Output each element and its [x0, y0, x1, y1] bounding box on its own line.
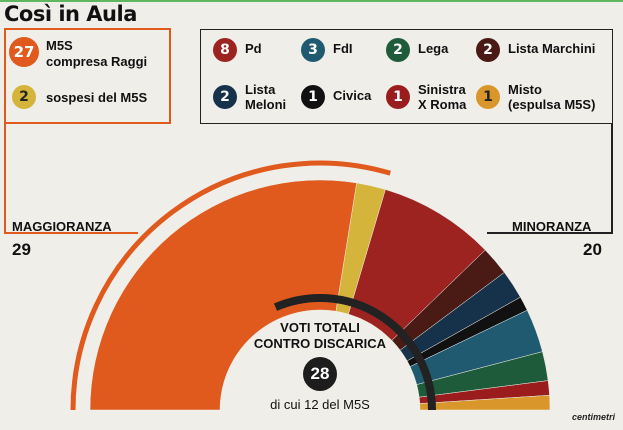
pd-label: Pd: [245, 41, 262, 56]
minority-connector-horizontal: [487, 232, 612, 234]
slice-m5s: [89, 179, 357, 411]
majority-connector-horizontal: [4, 232, 138, 234]
fdi-count-badge: 3: [301, 38, 325, 62]
sospesi-count-badge: 2: [12, 85, 36, 109]
minority-legend: 8 Pd 3 FdI 2 Lega 2 Lista Marchini 2 Lis…: [200, 29, 613, 124]
top-rule: [0, 0, 623, 2]
m5s-label-line2: compresa Raggi: [46, 54, 148, 69]
misto-label-line2: (espulsa M5S): [508, 97, 596, 112]
donut-slices: [89, 179, 551, 411]
sinistra-label-line1: Sinistra: [418, 82, 466, 97]
minority-connector-vertical: [611, 124, 613, 234]
misto-label-line1: Misto: [508, 82, 542, 97]
civica-count-badge: 1: [301, 85, 325, 109]
votes-against-arc: [273, 294, 436, 411]
meloni-count-badge: 2: [213, 85, 237, 109]
center-label-line2: CONTRO DISCARICA: [253, 336, 387, 351]
lega-count-badge: 2: [386, 38, 410, 62]
lega-label: Lega: [418, 41, 449, 56]
sospesi-label: sospesi del M5S: [46, 90, 148, 105]
meloni-label-line2: Meloni: [245, 97, 287, 112]
majority-label: MAGGIORANZA: [12, 219, 112, 234]
sinistra-count-badge: 1: [386, 85, 410, 109]
slice-misto: [419, 394, 551, 411]
fdi-label: FdI: [333, 41, 353, 56]
majority-connector-vertical: [4, 124, 6, 232]
center-label-line1: VOTI TOTALI: [280, 320, 360, 335]
majority-outer-arc: [70, 160, 391, 411]
votes-against-note: di cui 12 del M5S: [270, 397, 370, 412]
misto-count-badge: 1: [476, 85, 500, 109]
credit-label: centimetri: [571, 412, 615, 422]
majority-total: 29: [12, 240, 31, 259]
meloni-label-line1: Lista: [245, 82, 276, 97]
majority-legend: 27 M5S compresa Raggi 2 sospesi del M5S: [4, 28, 171, 124]
marchini-label: Lista Marchini: [508, 41, 596, 56]
marchini-count-badge: 2: [476, 38, 500, 62]
civica-label: Civica: [333, 88, 372, 103]
sinistra-label-line2: X Roma: [418, 97, 467, 112]
votes-against-badge: 28: [303, 357, 337, 391]
minority-total: 20: [583, 240, 602, 259]
page-title: Così in Aula: [4, 2, 137, 26]
minority-label: MINORANZA: [512, 219, 592, 234]
m5s-count-badge: 27: [9, 37, 39, 67]
m5s-label-line1: M5S: [46, 38, 73, 53]
pd-count-badge: 8: [213, 38, 237, 62]
